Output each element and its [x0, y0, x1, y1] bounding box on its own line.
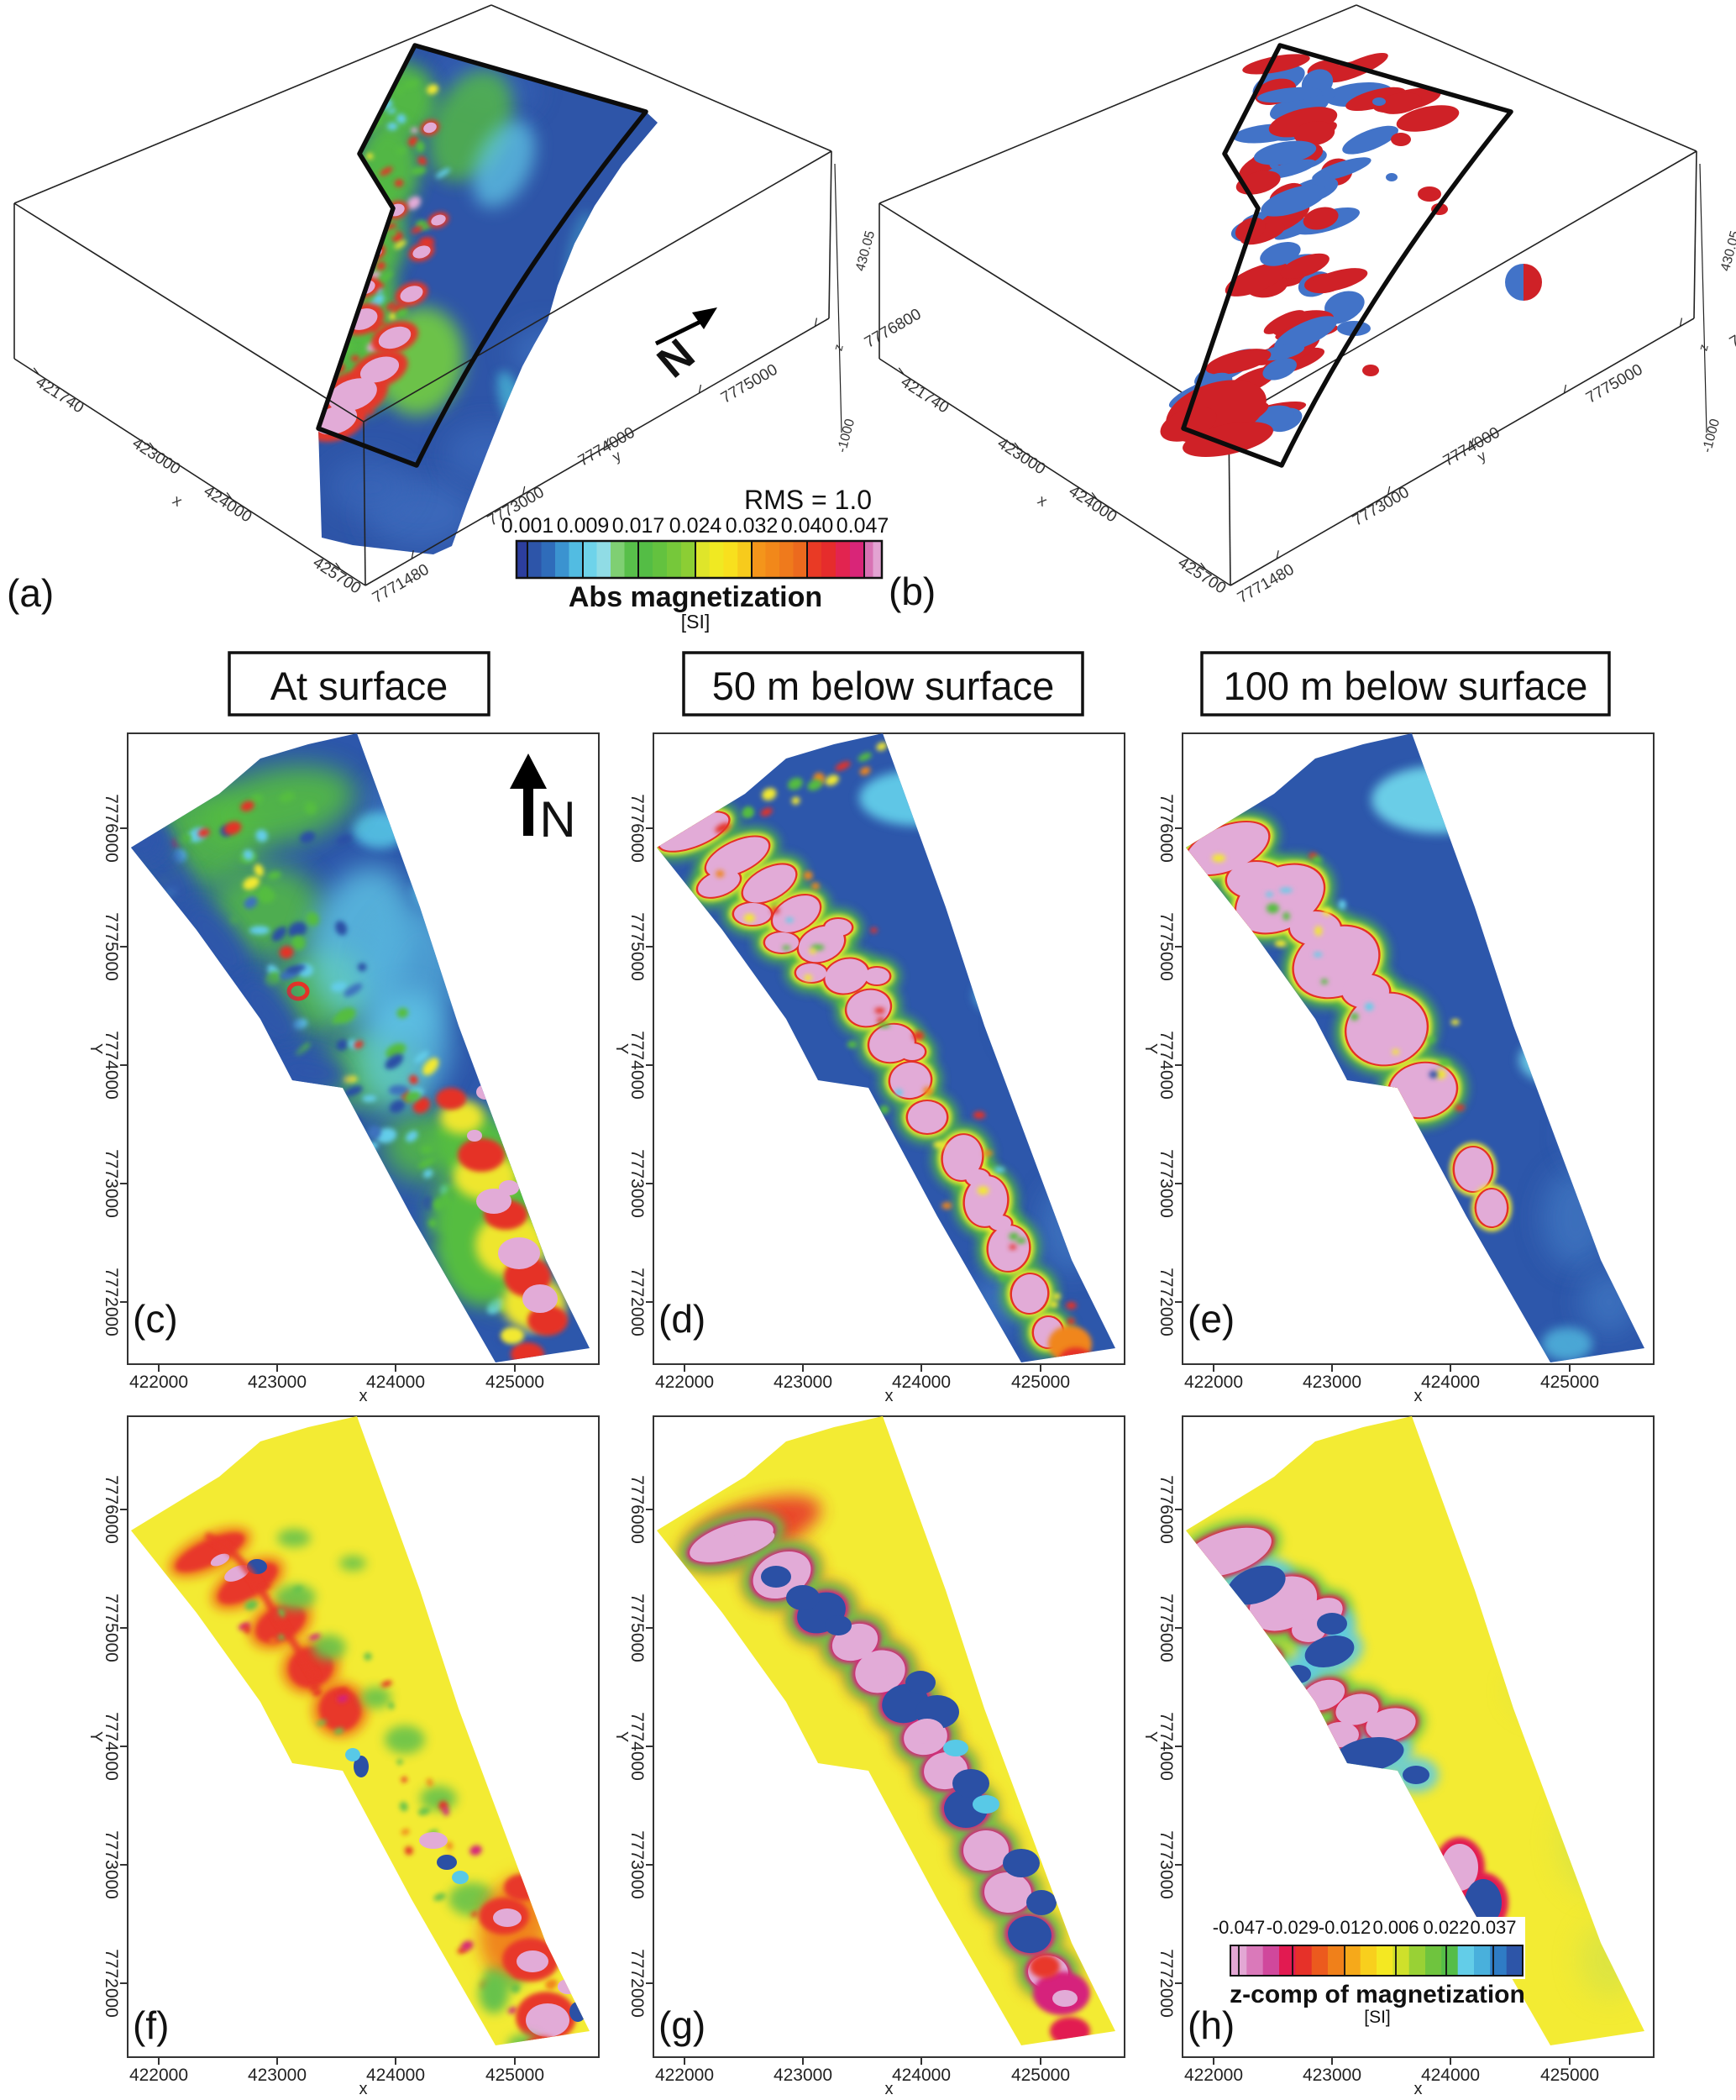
- svg-text:422000: 422000: [655, 2066, 714, 2085]
- svg-text:At surface: At surface: [270, 664, 448, 708]
- svg-text:7772000: 7772000: [627, 1949, 647, 2018]
- svg-text:z: z: [831, 343, 846, 353]
- svg-text:0.040: 0.040: [781, 514, 834, 538]
- svg-text:422000: 422000: [1184, 2066, 1243, 2085]
- svg-text:z: z: [1696, 343, 1711, 353]
- svg-text:0.024: 0.024: [669, 514, 722, 538]
- svg-text:x: x: [885, 1387, 894, 1405]
- svg-text:7775000: 7775000: [102, 1593, 121, 1662]
- svg-text:7772000: 7772000: [102, 1268, 121, 1336]
- svg-text:424000: 424000: [1421, 2066, 1480, 2085]
- svg-text:0.022: 0.022: [1423, 1917, 1469, 1938]
- svg-text:422000: 422000: [1184, 1373, 1243, 1392]
- svg-text:7774000: 7774000: [1156, 1712, 1176, 1781]
- svg-text:x: x: [1414, 1387, 1423, 1405]
- svg-text:425000: 425000: [1011, 1373, 1070, 1392]
- svg-text:425000: 425000: [1540, 1373, 1599, 1392]
- svg-text:422000: 422000: [129, 1373, 188, 1392]
- svg-text:-0.047: -0.047: [1213, 1917, 1265, 1938]
- svg-text:-0.012: -0.012: [1319, 1917, 1371, 1938]
- svg-text:(e): (e): [1188, 1297, 1235, 1341]
- svg-text:7776000: 7776000: [102, 794, 121, 863]
- svg-text:[SI]: [SI]: [1364, 2008, 1391, 2027]
- svg-text:7775000: 7775000: [1156, 912, 1176, 981]
- svg-text:0.037: 0.037: [1470, 1917, 1516, 1938]
- svg-text:7773000: 7773000: [1156, 1830, 1176, 1899]
- svg-text:7774000: 7774000: [627, 1712, 647, 1781]
- svg-text:(h): (h): [1188, 2003, 1235, 2047]
- svg-text:(b): (b): [889, 570, 936, 613]
- svg-text:7774000: 7774000: [1156, 1031, 1176, 1100]
- svg-text:(f): (f): [133, 2003, 169, 2047]
- svg-text:0.047: 0.047: [837, 514, 889, 538]
- svg-text:7772000: 7772000: [1156, 1949, 1176, 2018]
- svg-text:(g): (g): [658, 2003, 705, 2047]
- svg-text:x: x: [1414, 2080, 1423, 2096]
- svg-text:Y: Y: [87, 1731, 105, 1742]
- svg-text:Y: Y: [612, 1043, 631, 1054]
- svg-text:Y: Y: [1141, 1043, 1160, 1054]
- svg-text:424000: 424000: [892, 1373, 951, 1392]
- svg-text:7773000: 7773000: [627, 1830, 647, 1899]
- svg-text:x: x: [359, 2080, 368, 2096]
- svg-text:423000: 423000: [774, 1373, 832, 1392]
- svg-text:422000: 422000: [655, 1373, 714, 1392]
- svg-text:x: x: [885, 2080, 894, 2096]
- svg-text:0.006: 0.006: [1372, 1917, 1419, 1938]
- svg-text:RMS = 1.0: RMS = 1.0: [744, 485, 872, 515]
- svg-text:424000: 424000: [366, 2066, 425, 2085]
- svg-text:100 m below surface: 100 m below surface: [1224, 664, 1588, 708]
- svg-text:(c): (c): [133, 1297, 178, 1341]
- svg-text:425000: 425000: [1540, 2066, 1599, 2085]
- svg-text:[SI]: [SI]: [681, 611, 711, 633]
- svg-text:z-comp of magnetization: z-comp of magnetization: [1230, 1981, 1525, 2008]
- svg-text:7776000: 7776000: [627, 794, 647, 863]
- svg-text:7774000: 7774000: [102, 1031, 121, 1100]
- svg-text:423000: 423000: [774, 2066, 832, 2085]
- svg-text:(a): (a): [7, 571, 54, 615]
- svg-text:7776000: 7776000: [102, 1475, 121, 1544]
- svg-text:7773000: 7773000: [627, 1149, 647, 1218]
- svg-text:0.009: 0.009: [557, 514, 610, 538]
- svg-text:423000: 423000: [248, 1373, 307, 1392]
- svg-text:7772000: 7772000: [1156, 1268, 1176, 1336]
- svg-text:Y: Y: [612, 1731, 631, 1742]
- svg-text:7775000: 7775000: [627, 912, 647, 981]
- svg-text:7776000: 7776000: [1156, 794, 1176, 863]
- svg-text:423000: 423000: [248, 2066, 307, 2085]
- svg-text:Y: Y: [87, 1043, 105, 1054]
- svg-text:7774000: 7774000: [627, 1031, 647, 1100]
- svg-text:7775000: 7775000: [1156, 1593, 1176, 1662]
- svg-text:7776000: 7776000: [1156, 1475, 1176, 1544]
- svg-text:425000: 425000: [485, 1373, 544, 1392]
- svg-text:424000: 424000: [366, 1373, 425, 1392]
- svg-text:423000: 423000: [1303, 1373, 1361, 1392]
- svg-text:7772000: 7772000: [627, 1268, 647, 1336]
- svg-text:7773000: 7773000: [102, 1149, 121, 1218]
- svg-text:425000: 425000: [1011, 2066, 1070, 2085]
- svg-text:7775000: 7775000: [102, 912, 121, 981]
- svg-text:(d): (d): [658, 1297, 705, 1341]
- svg-text:0.017: 0.017: [612, 514, 665, 538]
- svg-text:50 m below surface: 50 m below surface: [712, 664, 1055, 708]
- svg-text:422000: 422000: [129, 2066, 188, 2085]
- svg-text:7772000: 7772000: [102, 1949, 121, 2018]
- svg-text:425000: 425000: [485, 2066, 544, 2085]
- svg-text:0.001: 0.001: [501, 514, 554, 538]
- svg-text:424000: 424000: [892, 2066, 951, 2085]
- svg-text:7775000: 7775000: [627, 1593, 647, 1662]
- svg-text:Y: Y: [1141, 1731, 1160, 1742]
- svg-text:424000: 424000: [1421, 1373, 1480, 1392]
- svg-text:7773000: 7773000: [102, 1830, 121, 1899]
- svg-text:-0.029: -0.029: [1267, 1917, 1319, 1938]
- svg-text:7776000: 7776000: [627, 1475, 647, 1544]
- svg-text:Abs magnetization: Abs magnetization: [569, 581, 822, 613]
- svg-text:N: N: [539, 791, 575, 848]
- svg-text:0.032: 0.032: [726, 514, 779, 538]
- svg-text:7773000: 7773000: [1156, 1149, 1176, 1218]
- svg-text:423000: 423000: [1303, 2066, 1361, 2085]
- svg-text:x: x: [359, 1387, 368, 1405]
- svg-text:7774000: 7774000: [102, 1712, 121, 1781]
